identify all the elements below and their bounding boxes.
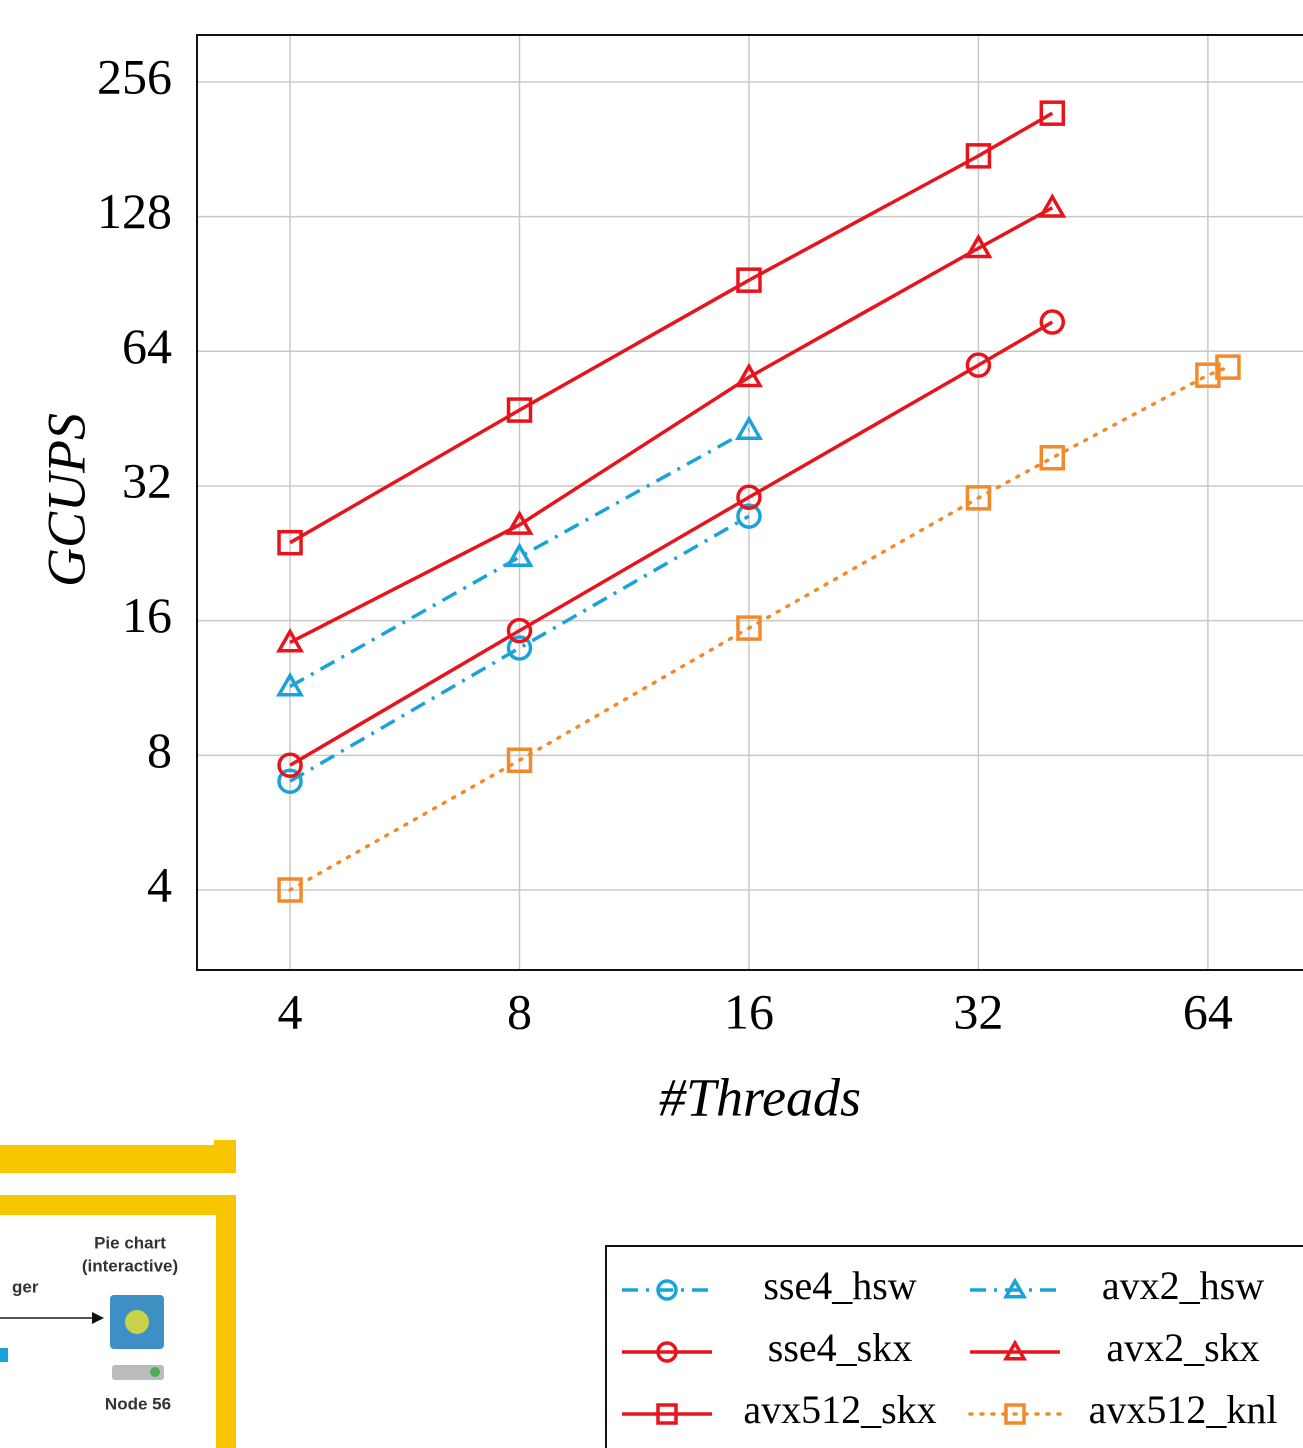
marker xyxy=(1217,356,1239,378)
marker xyxy=(279,754,301,776)
legend-label: avx512_skx xyxy=(743,1387,936,1432)
legend-label: sse4_hsw xyxy=(763,1263,916,1308)
marker xyxy=(279,532,301,554)
marker xyxy=(1041,311,1063,333)
marker xyxy=(509,546,531,565)
marker xyxy=(738,486,760,508)
marker xyxy=(1041,102,1063,124)
legend-label: avx2_skx xyxy=(1106,1325,1259,1370)
y-tick-label: 64 xyxy=(122,318,172,374)
x-tick-label: 4 xyxy=(278,983,303,1039)
legend-label: sse4_skx xyxy=(768,1325,912,1370)
y-tick-label: 8 xyxy=(147,722,172,778)
port xyxy=(0,1348,8,1362)
node-title: Pie chart xyxy=(94,1233,166,1252)
status-light xyxy=(150,1367,160,1377)
node-name: Node 56 xyxy=(105,1394,171,1413)
fragment: ger xyxy=(12,1277,39,1296)
frame xyxy=(0,1145,232,1173)
marker xyxy=(509,620,531,642)
inset: ger Pie chart (interactive) Node 56 xyxy=(0,1140,236,1448)
marker xyxy=(658,1405,676,1423)
x-tick-label: 64 xyxy=(1183,983,1233,1039)
marker xyxy=(279,631,301,650)
x-tick-label: 8 xyxy=(507,983,532,1039)
marker xyxy=(967,487,989,509)
frame xyxy=(214,1140,236,1173)
y-tick-label: 128 xyxy=(97,183,172,239)
marker xyxy=(1041,447,1063,469)
marker xyxy=(1006,1405,1024,1423)
x-tick-label: 16 xyxy=(724,983,774,1039)
marker xyxy=(967,145,989,167)
marker xyxy=(509,399,531,421)
marker xyxy=(967,237,989,256)
x-tick-label: 32 xyxy=(953,983,1003,1039)
marker xyxy=(658,1343,676,1361)
pie-icon xyxy=(125,1310,149,1334)
marker xyxy=(738,269,760,291)
y-tick-label: 16 xyxy=(122,587,172,643)
chart: #Threads GCUPS ger Pie chart (interactiv… xyxy=(0,0,1303,1448)
y-tick-label: 256 xyxy=(97,48,172,104)
marker xyxy=(279,676,301,695)
legend-label: avx2_hsw xyxy=(1102,1263,1264,1308)
legend-label: avx512_knl xyxy=(1089,1387,1278,1432)
marker xyxy=(509,514,531,533)
y-axis-title: GCUPS xyxy=(36,413,96,587)
marker xyxy=(509,749,531,771)
y-tick-label: 4 xyxy=(147,856,172,912)
x-axis-title: #Threads xyxy=(659,1067,861,1127)
marker xyxy=(967,354,989,376)
marker xyxy=(658,1281,676,1299)
legend: sse4_hsw avx2_hsw sse4_skx avx2_skx avx512_s… xyxy=(606,1246,1303,1448)
series-line xyxy=(290,208,1052,643)
node-title: (interactive) xyxy=(82,1256,178,1275)
marker xyxy=(1041,197,1063,216)
marker xyxy=(738,366,760,385)
marker xyxy=(279,879,301,901)
series-line xyxy=(290,113,1052,543)
marker xyxy=(738,419,760,438)
y-tick-label: 32 xyxy=(122,452,172,508)
series-line xyxy=(290,322,1052,765)
marker xyxy=(738,617,760,639)
